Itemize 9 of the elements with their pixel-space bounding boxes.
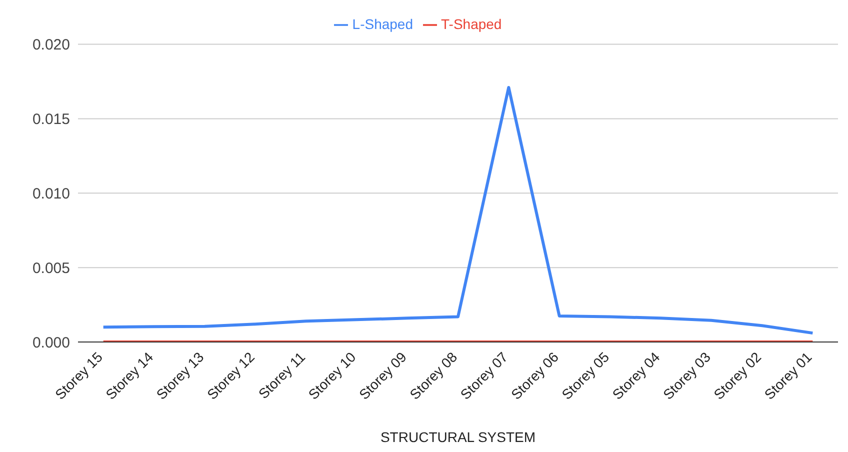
line-series [102, 86, 814, 335]
x-axis-title: STRUCTURAL SYSTEM [380, 429, 536, 445]
y-tick-label: 0.020 [32, 36, 70, 54]
y-tick-label: 0.010 [32, 185, 70, 202]
legend-label: T-Shaped [441, 16, 502, 32]
y-tick-label: 0.015 [32, 111, 70, 128]
y-tick-label: 0.000 [32, 334, 70, 352]
y-tick-label: 0.005 [32, 260, 70, 277]
legend-label: L-Shaped [352, 16, 413, 32]
